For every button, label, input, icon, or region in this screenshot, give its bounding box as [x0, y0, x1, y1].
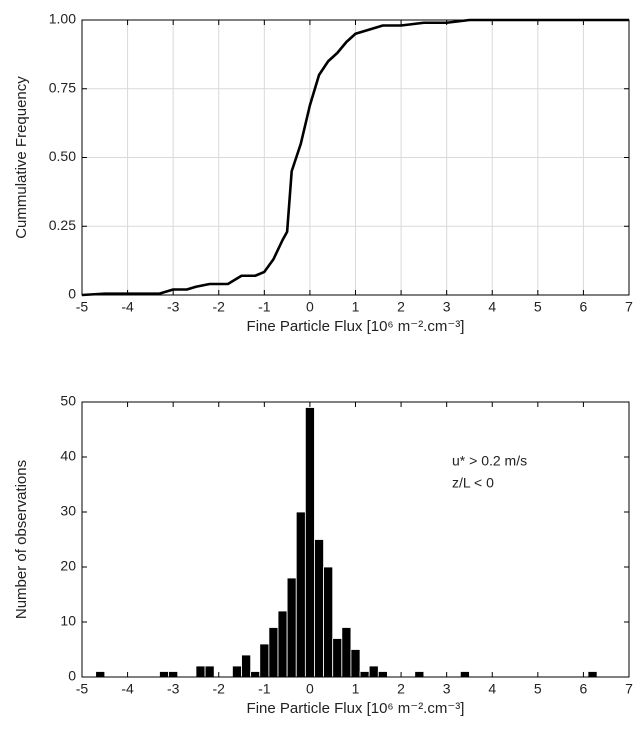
axes-box [81, 401, 630, 678]
x-tick-label: 2 [397, 299, 405, 315]
bar [314, 539, 324, 678]
x-tick-label: 5 [534, 299, 542, 315]
x-axis-label: Fine Particle Flux [10⁶ m⁻².cm⁻³] [247, 700, 465, 717]
bar [359, 671, 370, 678]
x-tick-label: 4 [488, 299, 496, 315]
x-tick-label: 3 [443, 299, 451, 315]
bar [204, 665, 215, 678]
x-tick-label: 6 [580, 299, 588, 315]
bar [323, 566, 334, 678]
y-tick-label: 1.00 [49, 11, 76, 27]
x-tick-label: 7 [625, 299, 633, 315]
bar [168, 671, 179, 678]
x-tick-label: -3 [167, 681, 180, 697]
bar [459, 671, 470, 678]
bar [241, 654, 252, 678]
x-tick-label: -1 [258, 299, 271, 315]
x-tick-label: 1 [352, 681, 360, 697]
bar [332, 638, 343, 678]
x-tick-label: -2 [213, 299, 226, 315]
x-tick-label: -1 [258, 681, 271, 697]
y-tick-label: 40 [60, 448, 76, 464]
x-tick-label: -5 [76, 299, 89, 315]
x-tick-label: -4 [121, 299, 134, 315]
x-tick-label: 2 [397, 681, 405, 697]
x-tick-label: 1 [352, 299, 360, 315]
x-tick-label: -4 [121, 681, 134, 697]
bar [295, 511, 306, 678]
y-axis-label: Number of observations [13, 460, 30, 619]
bar [232, 665, 242, 678]
x-tick-label: 5 [534, 681, 542, 697]
y-tick-label: 0.25 [49, 217, 76, 233]
x-tick-label: 7 [625, 681, 633, 697]
bar [286, 577, 297, 678]
y-axis-label: Cummulative Frequency [13, 76, 30, 239]
y-tick-label: 30 [60, 503, 76, 519]
bar [304, 407, 315, 678]
bar [277, 610, 288, 678]
x-axis-label: Fine Particle Flux [10⁶ m⁻².cm⁻³] [247, 318, 465, 335]
bar [350, 649, 361, 678]
y-tick-label: 0 [68, 668, 76, 684]
bar [268, 627, 279, 678]
y-tick-label: 20 [60, 558, 76, 574]
y-tick-label: 0.50 [49, 148, 76, 164]
x-tick-label: -3 [167, 299, 180, 315]
x-tick-label: 3 [443, 681, 451, 697]
bar [587, 671, 598, 678]
bar [414, 671, 425, 678]
x-tick-label: 6 [580, 681, 588, 697]
y-tick-label: 10 [60, 613, 76, 629]
annotation: z/L < 0 [452, 475, 494, 491]
bar [341, 627, 352, 678]
x-tick-label: 4 [488, 681, 496, 697]
bar [95, 671, 106, 678]
y-tick-label: 0 [68, 286, 76, 302]
annotation: u* > 0.2 m/s [452, 453, 527, 469]
bar [377, 671, 388, 678]
axes-box [81, 19, 630, 296]
bar [259, 643, 270, 678]
x-tick-label: 0 [306, 299, 314, 315]
x-tick-label: -5 [76, 681, 89, 697]
bar [368, 665, 379, 678]
y-tick-label: 50 [60, 393, 76, 409]
y-tick-label: 0.75 [49, 79, 76, 95]
bar [250, 671, 261, 678]
x-tick-label: -2 [213, 681, 226, 697]
x-tick-label: 0 [306, 681, 314, 697]
bar [195, 665, 206, 678]
bar [159, 671, 170, 678]
line [81, 18, 629, 297]
